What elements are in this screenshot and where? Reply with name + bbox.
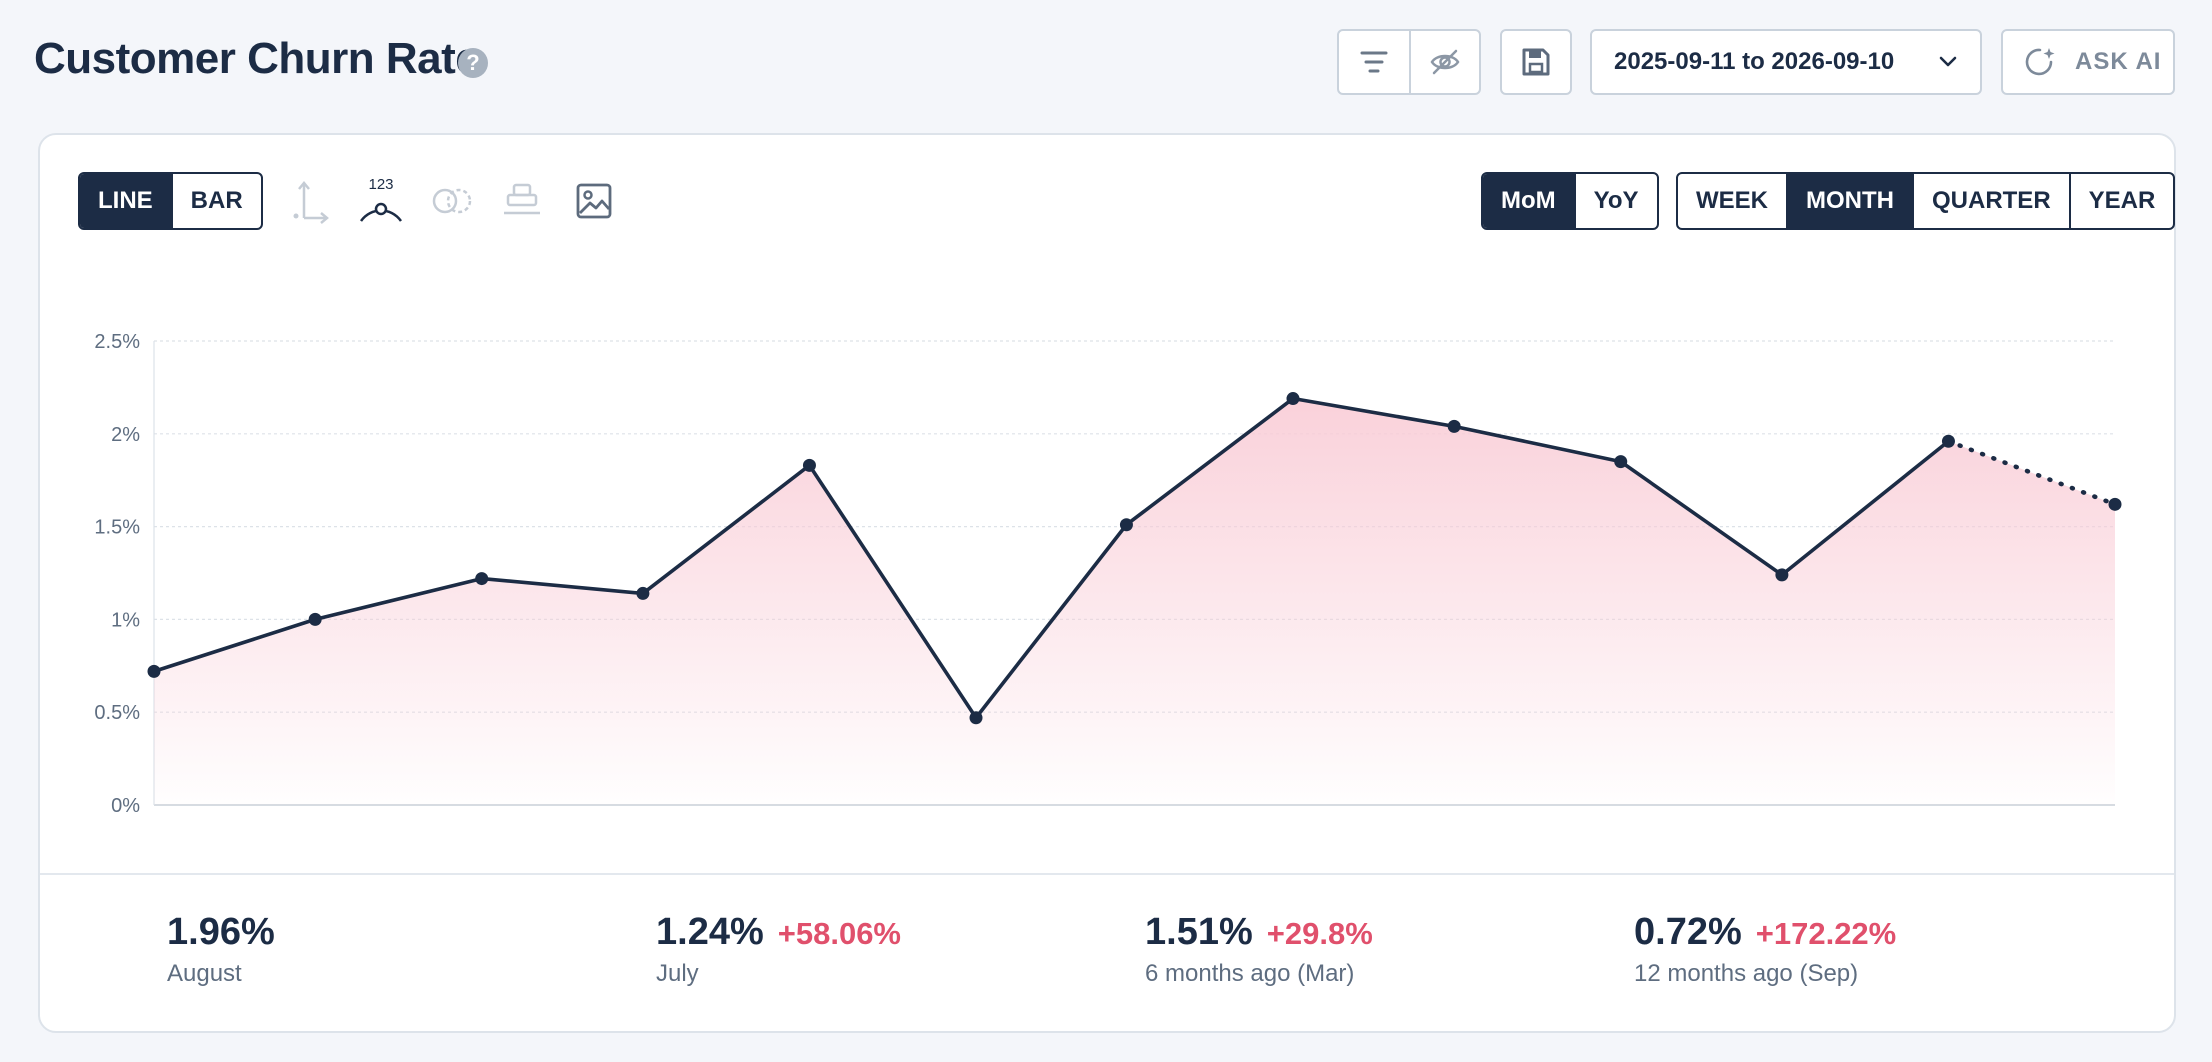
axis-toggle-button[interactable] [285,175,335,227]
axis-icon [293,181,329,224]
data-point [1941,434,1955,448]
stat-twelve-months-ago: 0.72% +172.22% 12 months ago (Sep) [1634,911,1896,988]
date-range-value: 2025-09-11 to 2026-09-10 [1614,48,1895,75]
export-image-button[interactable] [569,175,619,227]
chevron-down-icon [1939,56,1957,67]
stack-icon [504,183,540,215]
compare-yoy[interactable]: YoY [1573,174,1657,228]
image-icon [576,183,612,219]
stat-label: August [167,960,242,987]
data-point [802,458,816,472]
filter-visibility-group [1337,29,1481,95]
period-year[interactable]: YEAR [2068,174,2174,228]
chart-type-bar[interactable]: BAR [170,174,261,228]
data-point [1119,518,1133,532]
stat-value: 1.96% [167,911,275,953]
page-title: Customer Churn Rate [34,34,480,83]
save-button[interactable] [1500,29,1572,95]
filter-button[interactable] [1339,31,1409,93]
period-toggle: WEEK MONTH QUARTER YEAR [1676,172,2176,230]
eye-off-icon [1430,49,1460,75]
ask-ai-button[interactable]: ASK AI [2001,29,2175,95]
stat-value: 0.72% [1634,911,1742,953]
stat-six-months-ago: 1.51% +29.8% 6 months ago (Mar) [1145,911,1373,988]
stat-change: +29.8% [1266,916,1373,951]
compare-mom[interactable]: MoM [1483,174,1574,228]
overlap-circles-icon [432,188,472,214]
compare-mode-toggle: MoM YoY [1481,172,1659,230]
y-tick-label: 1.5% [94,517,140,539]
y-tick-label: 0.5% [94,702,140,724]
y-tick-label: 2.5% [94,331,140,353]
period-month[interactable]: MONTH [1786,174,1912,228]
stat-label: 6 months ago (Mar) [1145,960,1355,987]
stack-toggle-button[interactable] [497,175,547,227]
y-tick-label: 0% [111,795,140,817]
period-quarter[interactable]: QUARTER [1911,174,2069,228]
data-point [475,572,489,586]
data-point [1775,568,1789,582]
series-area [154,398,2115,805]
y-tick-label: 1% [111,609,140,631]
period-week[interactable]: WEEK [1696,187,1768,214]
data-point [1447,419,1461,433]
ask-ai-label: ASK AI [2075,48,2162,75]
chart-area: 0%0.5%1%1.5%2%2.5%Sep 2025Nov 2025Jan 20… [40,265,2178,825]
data-point [969,711,983,725]
data-point [308,612,322,626]
ai-sparkle-icon [2025,48,2055,76]
help-icon[interactable]: ? [458,48,488,78]
stat-change: +172.22% [1755,916,1897,951]
chart-type-toggle: LINE BAR [78,172,263,230]
series-line [153,396,1950,720]
stat-change: +58.06% [777,916,901,951]
show-values-button[interactable]: 123 [356,175,406,227]
churn-rate-chart: 0%0.5%1%1.5%2%2.5%Sep 2025Nov 2025Jan 20… [94,331,2122,817]
overlay-toggle-button[interactable] [427,175,477,227]
stat-value: 1.24% [656,911,764,953]
save-icon [1522,48,1550,76]
chart-type-line[interactable]: LINE [80,174,171,228]
date-range-select[interactable]: 2025-09-11 to 2026-09-10 [1590,29,1982,95]
data-point [636,586,650,600]
page-header: Customer Churn Rate ? 2025-09-11 to 2026… [0,0,2212,126]
stat-value: 1.51% [1145,911,1253,953]
data-point [2108,497,2122,511]
stat-label: 12 months ago (Sep) [1634,960,1859,987]
data-point [1286,392,1300,406]
data-labels-icon-text: 123 [368,176,393,193]
data-point [1614,455,1628,469]
stat-previous-month: 1.24% +58.06% July [656,911,901,988]
data-point [147,664,161,678]
stats-divider [40,873,2174,875]
stat-current: 1.96% August [167,911,275,988]
hide-button[interactable] [1408,31,1479,93]
filter-icon [1360,51,1388,73]
y-tick-label: 2% [111,424,140,446]
data-labels-icon: 123 [359,176,403,222]
chart-card: LINE BAR 123 [38,133,2176,1033]
stat-label: July [656,960,699,987]
